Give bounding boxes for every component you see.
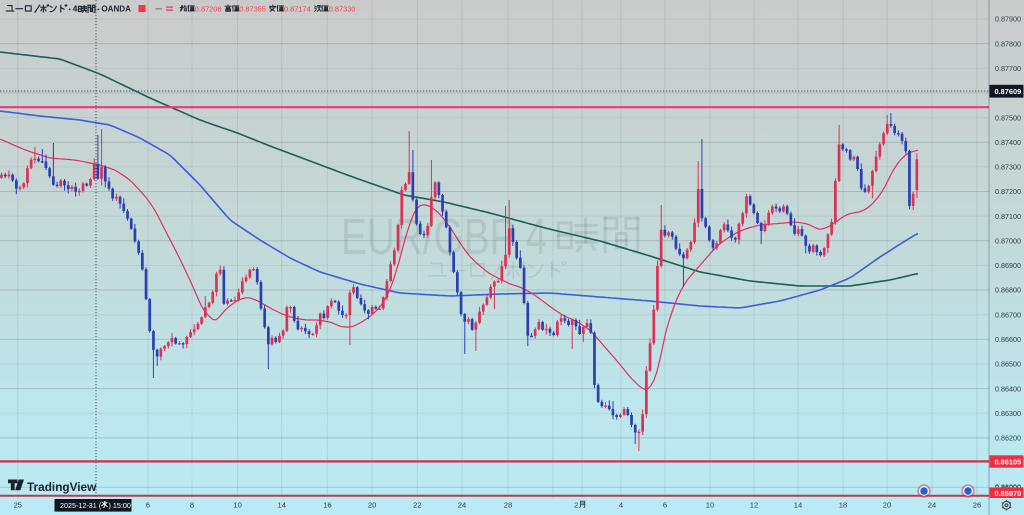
svg-text:0.86000: 0.86000 (995, 483, 1021, 492)
svg-text:10: 10 (706, 500, 714, 509)
svg-text:12: 12 (750, 500, 758, 509)
svg-text:0.86800: 0.86800 (995, 286, 1021, 295)
svg-text:0.86400: 0.86400 (995, 384, 1021, 393)
svg-text:0.87330: 0.87330 (329, 4, 356, 13)
svg-text:26: 26 (973, 500, 981, 509)
svg-text:24: 24 (458, 500, 466, 509)
svg-text:6: 6 (663, 500, 667, 509)
svg-text:2: 2 (574, 500, 578, 509)
svg-text:14: 14 (277, 500, 285, 509)
svg-text:10: 10 (233, 500, 241, 509)
svg-text:4: 4 (73, 4, 78, 14)
svg-text:0.86600: 0.86600 (995, 335, 1021, 344)
svg-text:0.86900: 0.86900 (995, 261, 1021, 270)
svg-text:20: 20 (368, 500, 376, 509)
svg-text:4: 4 (619, 500, 623, 509)
svg-text:0.87900: 0.87900 (995, 15, 1021, 24)
svg-text:18: 18 (839, 500, 847, 509)
svg-text:0.86700: 0.86700 (995, 310, 1021, 319)
svg-text:25: 25 (14, 500, 22, 509)
svg-text:2025-12-31 (: 2025-12-31 ( (60, 501, 102, 510)
svg-text:0.87100: 0.87100 (995, 212, 1021, 221)
svg-text:0.87200: 0.87200 (995, 187, 1021, 196)
svg-text:0.86500: 0.86500 (995, 360, 1021, 369)
svg-text:0.87355: 0.87355 (239, 4, 266, 13)
svg-text:) 15:00: ) 15:00 (109, 501, 131, 510)
svg-text:0.87609: 0.87609 (995, 87, 1022, 96)
svg-text:0.87700: 0.87700 (995, 64, 1021, 73)
svg-text:0.87500: 0.87500 (995, 113, 1021, 122)
svg-text:0.86200: 0.86200 (995, 434, 1021, 443)
svg-text:0.86105: 0.86105 (995, 457, 1022, 466)
svg-text:TradingView: TradingView (27, 480, 97, 494)
svg-text:14: 14 (794, 500, 802, 509)
svg-text:0.85970: 0.85970 (995, 489, 1022, 498)
svg-text:16: 16 (323, 500, 331, 509)
svg-text:22: 22 (413, 500, 421, 509)
svg-text:0.86300: 0.86300 (995, 409, 1021, 418)
svg-text:0.87000: 0.87000 (995, 237, 1021, 246)
svg-text:0.87300: 0.87300 (995, 163, 1021, 172)
svg-text:OANDA: OANDA (101, 4, 130, 14)
svg-text:6: 6 (146, 500, 150, 509)
svg-text:0.87400: 0.87400 (995, 138, 1021, 147)
svg-text:28: 28 (504, 500, 512, 509)
svg-text:0.87174: 0.87174 (284, 4, 311, 13)
svg-text:0.87800: 0.87800 (995, 39, 1021, 48)
svg-text:8: 8 (190, 500, 194, 509)
svg-text:0.87206: 0.87206 (195, 4, 222, 13)
svg-text:24: 24 (928, 500, 936, 509)
svg-text:20: 20 (883, 500, 891, 509)
